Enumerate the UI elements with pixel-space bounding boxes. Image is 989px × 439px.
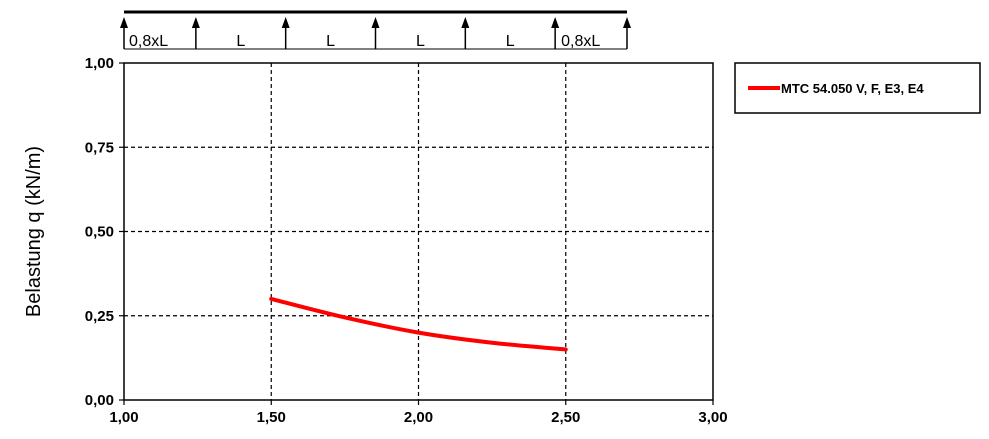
y-axis-title: Belastung q (kN/m) <box>23 146 45 317</box>
x-tick-label: 3,00 <box>698 409 727 426</box>
support-arrow <box>371 17 380 28</box>
legend: MTC 54.050 V, F, E3, E4 <box>734 62 981 114</box>
support-arrow <box>461 17 470 28</box>
legend-label: MTC 54.050 V, F, E3, E4 <box>781 81 924 96</box>
grid <box>124 63 713 400</box>
support-arrow <box>551 17 560 28</box>
y-tick-label: 0,25 <box>85 308 114 325</box>
support-arrow <box>191 17 200 28</box>
support-arrow <box>281 17 290 28</box>
y-tick-labels: 0,00 0,25 0,50 0,75 1,00 <box>85 55 124 409</box>
x-tick-label: 2,00 <box>404 409 433 426</box>
x-tick-label: 2,50 <box>551 409 580 426</box>
span-label: L <box>236 33 245 50</box>
y-tick-label: 0,50 <box>85 224 114 241</box>
series-line <box>269 296 568 352</box>
series <box>269 296 568 352</box>
y-tick-label: 1,00 <box>85 55 114 72</box>
y-tick-label: 0,75 <box>85 139 114 156</box>
span-label: 0,8xL <box>129 33 168 50</box>
span-label: L <box>326 33 335 50</box>
span-label: L <box>416 33 425 50</box>
x-tick-label: 1,00 <box>109 409 138 426</box>
support-arrow <box>120 17 128 28</box>
x-tick-label: 1,50 <box>257 409 286 426</box>
span-label: L <box>506 33 515 50</box>
span-label: 0,8xL <box>561 33 600 50</box>
legend-box <box>734 62 981 114</box>
y-tick-label: 0,00 <box>85 392 114 409</box>
beam-diagram: 0,8xL L L L L 0,8xL <box>120 10 631 50</box>
support-arrow <box>623 17 631 28</box>
x-tick-labels: 1,00 1,50 2,00 2,50 3,00 <box>109 400 728 426</box>
